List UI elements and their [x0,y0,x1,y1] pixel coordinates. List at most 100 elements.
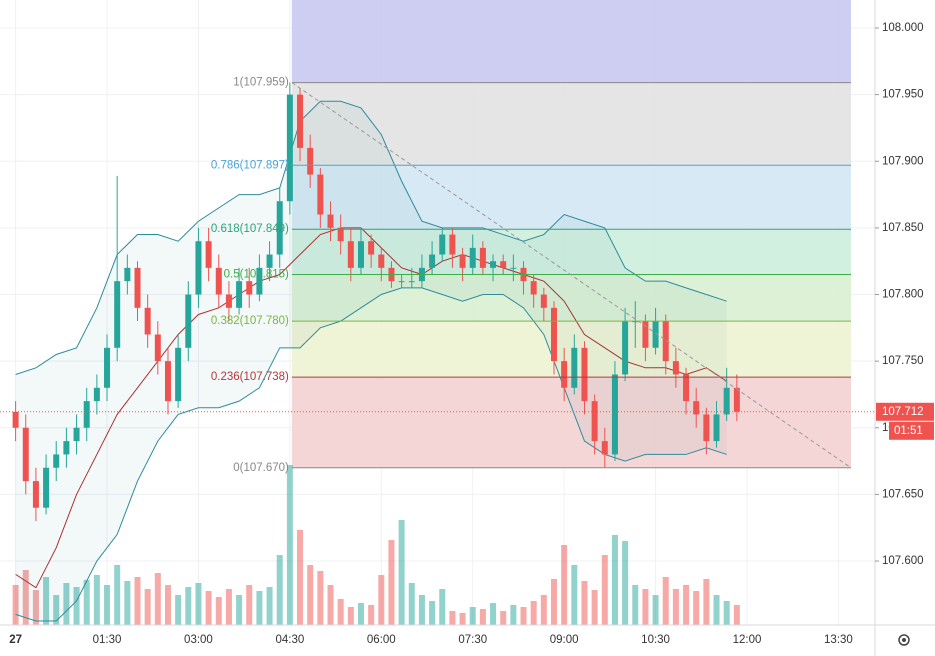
volume-bar [703,579,710,625]
volume-bar [43,577,50,625]
candle-body [530,281,537,295]
candle-body [317,174,324,215]
volume-bar [286,465,293,625]
candle-body [581,347,588,402]
candle-body [276,201,283,255]
volume-bar [175,595,182,625]
fib-label: 0.5(107.815) [224,269,289,281]
fib-zone [291,165,851,230]
volume-bar [93,575,100,625]
candle-body [104,347,111,388]
volume-bar [723,601,730,625]
x-tick-label: 06:00 [367,634,396,646]
gear-ring [898,634,910,646]
candle-body [713,414,720,442]
volume-bar [347,607,354,625]
candle-body [164,361,171,402]
fib-label: 0.618(107.849) [211,223,289,235]
candle-body [652,321,659,348]
candle-body [683,374,690,402]
fib-label: 0.236(107.738) [211,371,289,383]
candle-body [439,234,446,255]
volume-bar [733,605,740,625]
candle-body [53,454,60,468]
candle-body [236,281,243,308]
last-price-label: 107.712 [882,406,924,418]
fib-trend-line [291,82,852,469]
volume-bar [164,585,171,625]
candle-body [591,401,598,442]
volume-bar [530,601,537,625]
volume-bar [601,555,608,625]
volume-bar [510,605,517,625]
candle-body [297,94,304,148]
candle-body [601,441,608,455]
candle-body [611,374,618,455]
settings-gear[interactable] [898,634,910,646]
x-tick-label: 27 [9,634,22,646]
volume-bar [591,590,598,625]
candle-body [357,241,364,268]
candle-body [378,254,385,268]
volume-bar [408,583,415,625]
x-tick-label: 10:30 [641,634,670,646]
last-price-badge [876,402,934,421]
volume-bar [22,570,29,625]
candle-body [550,307,557,362]
candle-body [703,414,710,442]
candle-body [307,147,314,175]
band-line [15,287,727,622]
candle-body [337,227,344,242]
volume-bar [246,585,253,625]
volume-bar [266,587,273,625]
y-tick-label: 107.750 [882,355,924,367]
candle-body [398,281,405,283]
candle-body [622,321,629,375]
candle-body [114,281,121,348]
volume-bar [683,585,690,625]
candle-body [43,467,50,508]
candle-body [286,94,293,202]
volume-bar [398,520,405,625]
candle-body [205,241,212,268]
candle-body [83,401,90,428]
candle-body [490,261,497,268]
volume-bar [378,575,385,625]
fib-label: 0(107.670) [233,462,289,474]
x-tick-label: 13:30 [824,634,853,646]
fib-zone [291,0,851,83]
candle-body [733,387,740,412]
volume-bar [500,611,507,625]
volume-bar [368,605,375,625]
volume-bar [185,587,192,625]
candle-body [144,307,151,335]
candle-body [469,247,476,268]
candle-body [256,267,263,295]
volume-bar [672,589,679,625]
y-tick-label: 107.850 [882,222,924,234]
volume-bar [73,587,80,625]
volume-bar [550,579,557,625]
volume-bar [652,595,659,625]
candle-body [459,254,466,268]
volume-bar [104,585,111,625]
candle-body [642,321,649,348]
candle-body [195,241,202,295]
y-tick-label: 107.950 [882,89,924,101]
volume-bar [449,611,456,625]
candle-body [672,361,679,375]
volume-bar [53,595,60,625]
volume-bar [611,535,618,625]
candle-body [347,241,354,268]
countdown-badge [889,421,934,440]
volume-bar [83,580,90,625]
fib-zone [291,82,851,166]
volume-bar [154,573,161,625]
volume-bar [520,607,527,625]
candle-body [32,481,39,508]
candle-body [662,321,669,362]
y-tick-label: 107.800 [882,289,924,301]
candle-body [723,387,730,415]
fib-label: 0.382(107.780) [211,315,289,327]
candle-body [540,294,547,308]
